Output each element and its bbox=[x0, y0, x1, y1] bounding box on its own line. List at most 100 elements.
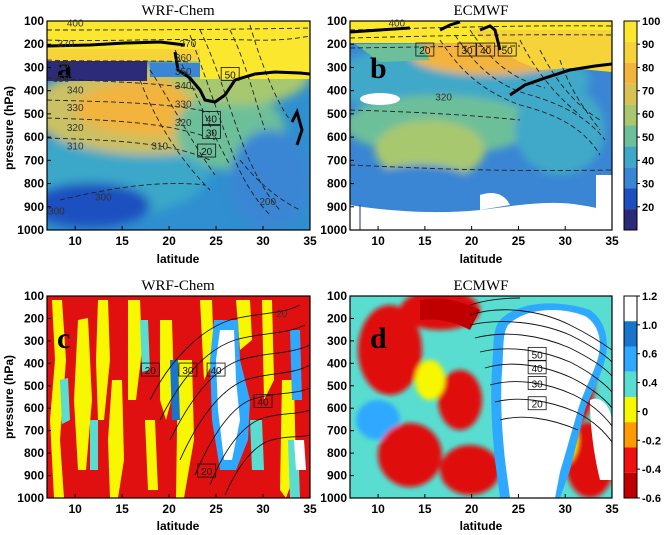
panel-a-contour-label: 200 bbox=[259, 197, 276, 208]
panel-c-ytick-label: 400 bbox=[24, 356, 44, 370]
panel-a-field bbox=[47, 21, 310, 230]
panel-a-contour-label: 340 bbox=[175, 81, 192, 92]
panel-b-ytick-label: 700 bbox=[327, 153, 347, 167]
panel-a-letter: a bbox=[57, 52, 72, 85]
colorbar-top-swatch bbox=[624, 41, 637, 63]
panel-a-ytick-label: 300 bbox=[24, 60, 44, 74]
panel-c-ylabel: pressure (hPa) bbox=[2, 355, 16, 439]
panel-b-ytick-label: 900 bbox=[327, 200, 347, 214]
panel-c-xtick-label: 30 bbox=[256, 502, 270, 516]
panel-c-title: WRF-Chem bbox=[141, 278, 215, 294]
panel-c-ytick-label: 300 bbox=[24, 334, 44, 348]
panel-b-frame bbox=[349, 20, 613, 231]
panel-b-xlabel: latitude bbox=[460, 252, 503, 266]
panel-b-ytick-label: 300 bbox=[327, 60, 347, 74]
panel-c-boxed-label: 20 bbox=[145, 366, 157, 377]
colorbar-top-label: 90 bbox=[642, 39, 654, 51]
panel-c-xtick-label: 35 bbox=[303, 502, 317, 516]
colorbar-bottom-swatch bbox=[624, 321, 637, 347]
colorbar-top-label: 100 bbox=[642, 16, 660, 28]
colorbar-top-label: 50 bbox=[642, 132, 654, 144]
colorbar-bottom-swatch bbox=[624, 447, 637, 473]
colorbar-top-swatch bbox=[624, 104, 637, 126]
panel-a-ytick-label: 100 bbox=[24, 14, 44, 28]
panel-d-ytick-label: 700 bbox=[327, 424, 347, 438]
panel-b-ytick-label: 200 bbox=[327, 37, 347, 51]
panel-a-xtick-label: 35 bbox=[303, 234, 317, 248]
panel-d-label-box bbox=[527, 346, 547, 361]
panel-a-xtick-label: 25 bbox=[209, 234, 223, 248]
panel-d-boxed-label: 30 bbox=[532, 380, 544, 391]
panel-b-title: ECMWF bbox=[453, 3, 508, 19]
panel-b-ytick-label: 800 bbox=[327, 177, 347, 191]
colorbar-top-swatch bbox=[624, 167, 637, 189]
panel-b-contour-label: 400 bbox=[388, 18, 405, 29]
panel-c-boxed-label: 30 bbox=[182, 366, 194, 377]
panel-a-contour-label: 300 bbox=[95, 192, 112, 203]
colorbar-top-frame bbox=[623, 20, 638, 231]
panel-c-ytick-label: 200 bbox=[24, 311, 44, 325]
panel-a-contour-label: 400 bbox=[67, 18, 84, 29]
panel-a-ytick-label: 700 bbox=[24, 153, 44, 167]
panel-a-contour-label: 310 bbox=[151, 141, 168, 152]
panel-d-xlabel: latitude bbox=[460, 519, 503, 533]
panel-a-xlabel: latitude bbox=[157, 252, 200, 266]
panel-d-xtick-label: 25 bbox=[512, 502, 526, 516]
colorbar-bottom-label: -0.6 bbox=[642, 493, 661, 505]
panel-a-title: WRF-Chem bbox=[141, 3, 215, 19]
panel-a-ytick-label: 500 bbox=[24, 107, 44, 121]
panel-b-ytick-label: 400 bbox=[327, 84, 347, 98]
panel-c-contour-label: 20 bbox=[276, 309, 288, 320]
panel-a-ytick-label: 1000 bbox=[17, 223, 44, 237]
panel-a-label-box bbox=[220, 67, 240, 81]
panel-a-contour-label: 330 bbox=[175, 100, 192, 111]
panel-a-frame bbox=[46, 20, 311, 231]
panel-c-boxed-label: 40 bbox=[257, 397, 269, 408]
colorbar-top-swatch bbox=[624, 83, 637, 105]
panel-c-letter: c bbox=[57, 322, 70, 355]
panel-a-ylabel: pressure (hPa) bbox=[2, 86, 16, 170]
panel-a-xtick-label: 15 bbox=[115, 234, 129, 248]
colorbar-top-label: 20 bbox=[642, 202, 654, 214]
panel-b-letter: b bbox=[370, 52, 387, 85]
panel-d-title: ECMWF bbox=[453, 278, 508, 294]
panel-d-ytick-label: 300 bbox=[327, 334, 347, 348]
panel-b-label-box bbox=[415, 42, 435, 57]
panel-c-label-box bbox=[140, 362, 160, 377]
panel-b-xtick-label: 15 bbox=[418, 234, 432, 248]
panel-a-boxed-label: 40 bbox=[206, 115, 218, 126]
panel-b-ytick-label: 1000 bbox=[320, 223, 347, 237]
panel-a-ytick-label: 200 bbox=[24, 37, 44, 51]
panel-d-ytick-label: 100 bbox=[327, 289, 347, 303]
colorbar-bottom-label: -0.2 bbox=[642, 435, 661, 447]
panel-b-boxed-label: 20 bbox=[419, 46, 431, 57]
panel-c-xtick-label: 15 bbox=[115, 502, 129, 516]
panel-d-label-box bbox=[527, 396, 547, 411]
colorbar-bottom-label: 1.2 bbox=[642, 291, 657, 303]
colorbar-bottom-label: 0 bbox=[642, 406, 648, 418]
panel-d-boxed-label: 20 bbox=[532, 400, 544, 411]
colorbar-top-swatch bbox=[624, 146, 637, 168]
panel-b-field bbox=[350, 21, 612, 230]
panel-a-contour-label: 330 bbox=[67, 103, 84, 114]
panel-d-letter: d bbox=[370, 322, 387, 355]
panel-d-boxed-label: 50 bbox=[532, 350, 544, 361]
panel-a-contour-label: 370 bbox=[180, 39, 197, 50]
panel-b-boxed-label: 30 bbox=[461, 46, 473, 57]
panel-c-label-box bbox=[253, 394, 273, 408]
panel-c-xtick-label: 10 bbox=[68, 502, 82, 516]
panel-b-label-box bbox=[497, 42, 517, 57]
panel-b-xtick-label: 35 bbox=[605, 234, 619, 248]
panel-c-xtick-label: 20 bbox=[162, 502, 176, 516]
panel-c-xlabel: latitude bbox=[157, 519, 200, 533]
panel-a-ytick-label: 400 bbox=[24, 84, 44, 98]
panel-d-ytick-label: 200 bbox=[327, 311, 347, 325]
panel-c-ytick-label: 700 bbox=[24, 424, 44, 438]
panel-c-ytick-label: 500 bbox=[24, 379, 44, 393]
panel-a-contour-label: 320 bbox=[175, 118, 192, 129]
panel-b-ytick-label: 600 bbox=[327, 130, 347, 144]
panel-a-contour-label: 350 bbox=[53, 74, 70, 85]
panel-d-ytick-label: 500 bbox=[327, 379, 347, 393]
panel-a-boxed-label: 30 bbox=[206, 128, 218, 139]
panel-b-ytick-label: 500 bbox=[327, 107, 347, 121]
